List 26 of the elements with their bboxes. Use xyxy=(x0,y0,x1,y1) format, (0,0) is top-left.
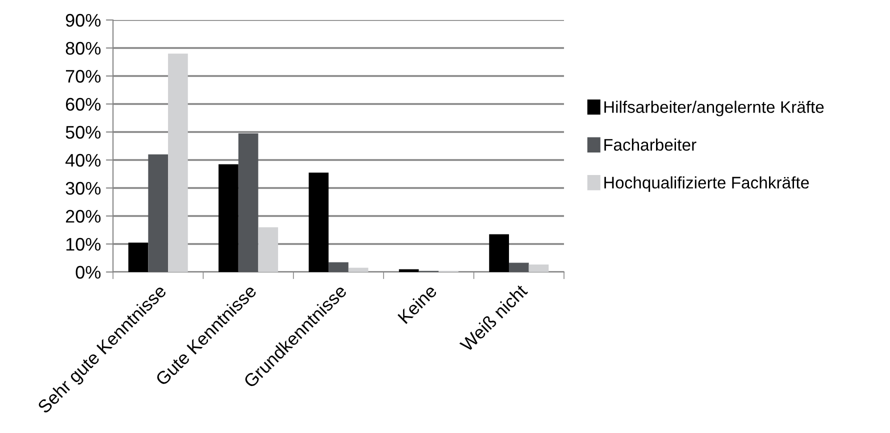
y-tick-label: 50% xyxy=(66,126,101,139)
legend-label: Facharbeiter xyxy=(604,138,696,151)
bar xyxy=(528,264,549,272)
y-tick-label: 10% xyxy=(66,238,101,251)
bar xyxy=(348,268,368,272)
bar xyxy=(328,262,348,272)
bar xyxy=(218,164,238,272)
bar xyxy=(148,154,168,272)
y-tick-label: 80% xyxy=(66,42,101,55)
bar xyxy=(489,234,509,272)
y-tick-label: 40% xyxy=(65,154,101,167)
y-tick-label: 60% xyxy=(66,98,101,111)
bar xyxy=(258,227,278,272)
legend-label: Hilfsarbeiter/angelernte Kräfte xyxy=(604,100,824,116)
y-tick-label: 30% xyxy=(66,182,101,195)
bar xyxy=(168,54,188,272)
y-tick-label: 20% xyxy=(66,210,101,223)
y-tick-label: 70% xyxy=(66,70,101,83)
y-tick-label: 0% xyxy=(76,266,101,279)
bar xyxy=(508,262,529,272)
bar xyxy=(308,172,329,272)
y-tick-label: 90% xyxy=(66,14,101,27)
bar xyxy=(128,242,148,272)
legend-label: Hochqualifizierte Fachkräfte xyxy=(604,176,809,192)
bar xyxy=(398,269,419,272)
bar xyxy=(238,133,258,272)
